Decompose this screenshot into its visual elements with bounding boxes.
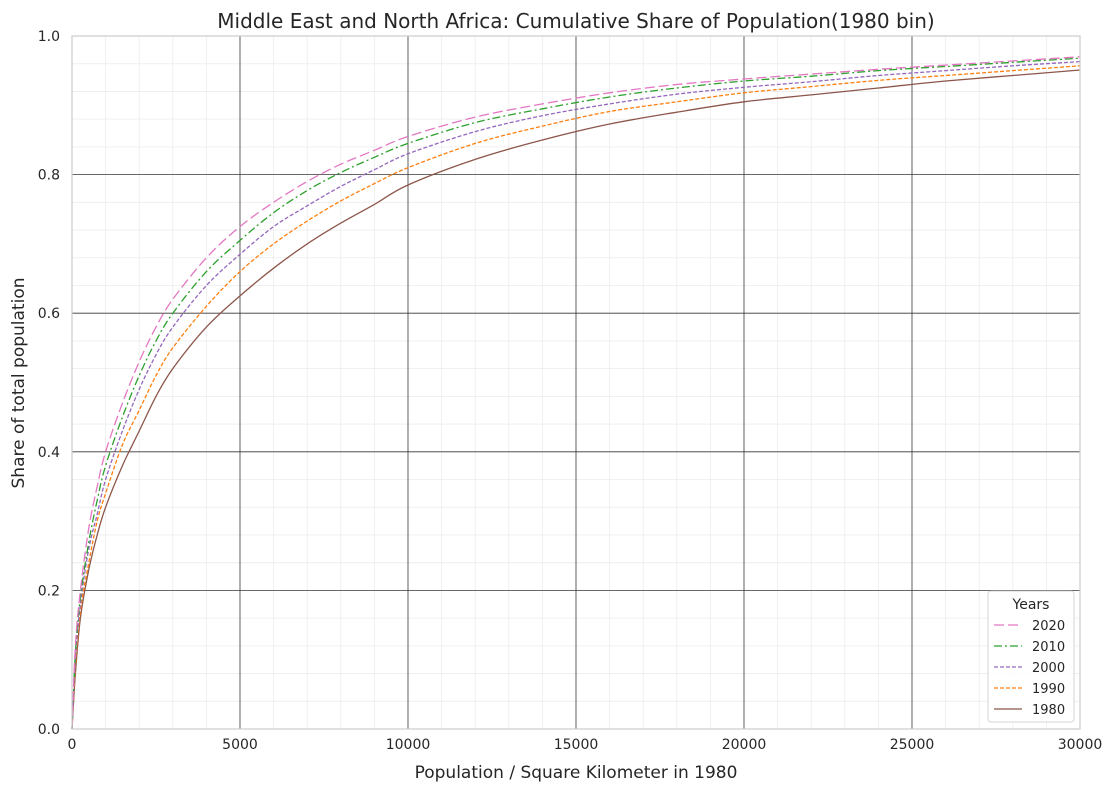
y-tick-labels: 0.0 0.2 0.4 0.6 0.8 1.0: [38, 29, 60, 738]
x-axis-label: Population / Square Kilometer in 1980: [415, 763, 738, 783]
legend-items: 2020 2010 2000 1990 1980: [994, 619, 1065, 718]
x-tick-label: 15000: [554, 737, 599, 753]
y-tick-label: 0.8: [38, 168, 60, 184]
x-tick-label: 30000: [1058, 737, 1103, 753]
x-tick-label: 5000: [222, 737, 258, 753]
series-line-1980: [71, 69, 1081, 730]
y-tick-label: 0.2: [38, 583, 60, 599]
y-tick-label: 0.4: [38, 445, 60, 461]
legend-label-2020: 2020: [1032, 619, 1065, 634]
series-lines: [71, 56, 1081, 730]
x-tick-labels: 0 5000 10000 15000 20000 25000 30000: [68, 737, 1103, 753]
x-tick-label: 0: [68, 737, 77, 753]
legend-label-2000: 2000: [1032, 661, 1065, 676]
series-line-2010: [71, 57, 1081, 730]
legend-title: Years: [1012, 597, 1050, 613]
y-axis-label: Share of total population: [9, 278, 29, 489]
plot-frame: [71, 35, 1081, 730]
legend-label-2010: 2010: [1032, 640, 1065, 655]
chart-title: Middle East and North Africa: Cumulative…: [217, 9, 934, 33]
x-tick-label: 25000: [890, 737, 935, 753]
legend-label-1980: 1980: [1032, 703, 1065, 718]
y-tick-label: 0.6: [38, 306, 60, 322]
legend-box: [987, 590, 1075, 723]
legend-label-1990: 1990: [1032, 682, 1065, 697]
series-line-2020: [71, 56, 1081, 730]
x-tick-label: 20000: [722, 737, 767, 753]
legend: Years 2020 2010 2000 1990 1980: [987, 590, 1075, 723]
y-tick-label: 0.0: [38, 722, 60, 738]
series-line-1990: [71, 65, 1081, 730]
y-tick-label: 1.0: [38, 29, 60, 45]
major-grid: [72, 36, 1080, 729]
x-tick-label: 10000: [386, 737, 431, 753]
series-line-2000: [71, 60, 1081, 730]
